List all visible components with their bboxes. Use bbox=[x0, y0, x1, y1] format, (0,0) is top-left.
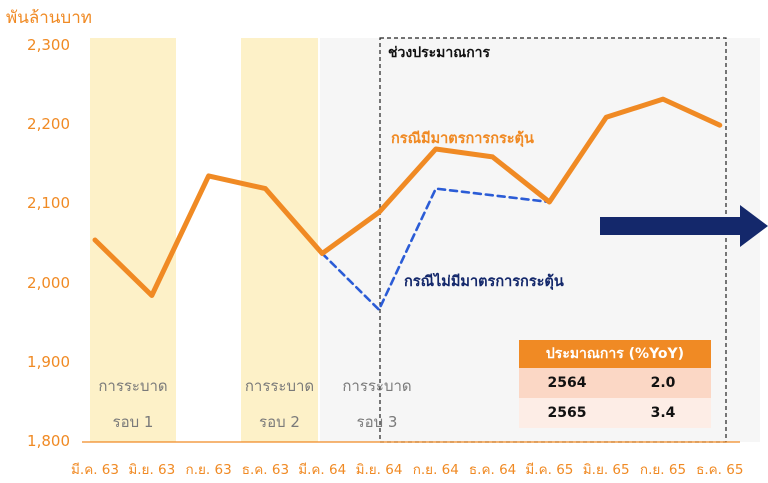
outbreak-band-label: การระบาดรอบ 2 bbox=[241, 368, 318, 440]
bands-layer bbox=[90, 38, 422, 442]
forecast-year: 2565 bbox=[547, 405, 587, 421]
outbreak-band-label: การระบาดรอบ 1 bbox=[90, 368, 176, 440]
outbreak-band-label-line2: รอบ 1 bbox=[112, 413, 154, 431]
forecast-table-row: 2565 3.4 bbox=[519, 398, 711, 428]
y-tick-label: 1,900 bbox=[27, 352, 70, 371]
x-tick-label: ธ.ค. 63 bbox=[241, 462, 290, 478]
x-tick-label: มิ.ย. 65 bbox=[582, 462, 630, 478]
series-label-stimulus: กรณีมีมาตรการกระตุ้น bbox=[391, 131, 534, 147]
outbreak-band-label-line1: การระบาด bbox=[342, 377, 412, 395]
outbreak-band-label-line2: รอบ 3 bbox=[356, 413, 398, 431]
forecast-value: 3.4 bbox=[650, 405, 676, 421]
forecast-value: 2.0 bbox=[650, 375, 676, 391]
y-tick-label: 1,800 bbox=[27, 432, 70, 450]
x-tick-label: ก.ย. 65 bbox=[639, 462, 687, 478]
series-line-stimulus bbox=[92, 96, 723, 298]
forecast-year: 2564 bbox=[547, 375, 587, 391]
outbreak-band-label-line1: การระบาด bbox=[98, 377, 168, 395]
x-tick-label: มี.ค. 63 bbox=[71, 462, 119, 478]
right-arrow-icon bbox=[600, 205, 768, 247]
forecast-table: ประมาณการ (%YoY) 2564 2.0 2565 3.4 bbox=[519, 340, 711, 428]
x-tick-label: ก.ย. 64 bbox=[412, 462, 459, 478]
y-tick-label: 2,200 bbox=[27, 115, 70, 134]
y-tick-label: 2,100 bbox=[27, 194, 70, 213]
x-tick-label: มี.ค. 65 bbox=[525, 462, 574, 478]
forecast-region-border bbox=[379, 37, 727, 443]
forecast-table-row: 2564 2.0 bbox=[519, 368, 711, 398]
y-tick-label: 2,300 bbox=[27, 36, 70, 54]
outbreak-band bbox=[241, 38, 318, 442]
outbreak-band-label: การระบาดรอบ 3 bbox=[332, 368, 422, 440]
x-tick-label: มี.ค. 64 bbox=[298, 462, 347, 478]
x-tick-label: ก.ย. 63 bbox=[185, 462, 232, 478]
outbreak-band-label-line1: การระบาด bbox=[244, 377, 315, 395]
outbreak-band bbox=[90, 38, 176, 442]
outbreak-band-label-line2: รอบ 2 bbox=[259, 413, 300, 431]
forecast-table-header: ประมาณการ (%YoY) bbox=[519, 340, 711, 368]
forecast-period-label: ช่วงประมาณการ bbox=[388, 45, 491, 61]
y-tick-label: 2,000 bbox=[27, 273, 70, 292]
x-tick-label: มิ.ย. 64 bbox=[355, 462, 403, 478]
x-tick-label: ธ.ค. 64 bbox=[468, 462, 517, 478]
series-line-no-stimulus bbox=[320, 187, 551, 312]
x-tick-label: มิ.ย. 63 bbox=[128, 462, 176, 478]
series-layer bbox=[92, 96, 723, 312]
x-tick-label: ธ.ค. 65 bbox=[696, 462, 744, 478]
series-label-no-stimulus: กรณีไม่มีมาตรการกระตุ้น bbox=[404, 274, 564, 290]
y-axis-unit-label: พันล้านบาท bbox=[6, 8, 92, 28]
